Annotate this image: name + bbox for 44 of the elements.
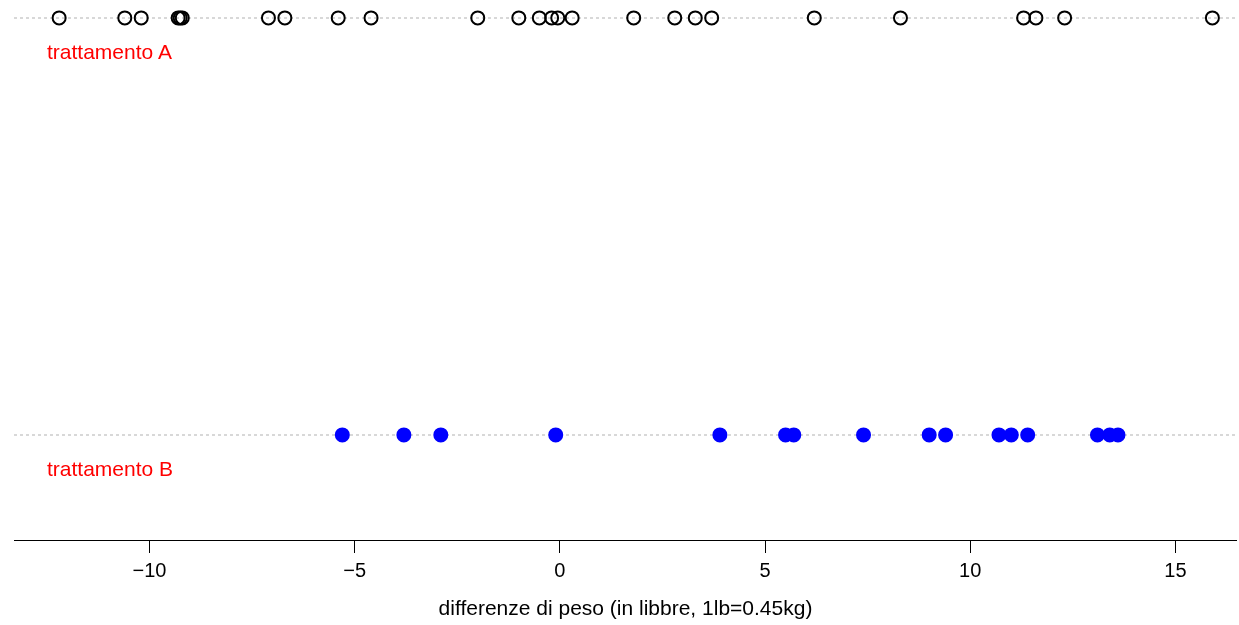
point (1028, 10, 1044, 26)
point (363, 10, 379, 26)
point (856, 427, 872, 443)
x-tick-label: −10 (132, 559, 167, 582)
point (712, 427, 728, 443)
point (544, 10, 560, 26)
x-tick-label: −5 (343, 559, 367, 582)
point (938, 427, 954, 443)
point (433, 427, 449, 443)
point (330, 10, 346, 26)
point (470, 10, 486, 26)
x-tick-label: 0 (554, 559, 566, 582)
x-tick-label: 5 (759, 559, 771, 582)
x-tick-label: 10 (959, 559, 982, 582)
point (892, 10, 908, 26)
point (1020, 427, 1036, 443)
point (548, 427, 564, 443)
point (1003, 427, 1019, 443)
point (626, 10, 642, 26)
point (1016, 10, 1032, 26)
x-tick-label: 15 (1164, 559, 1187, 582)
point (511, 10, 527, 26)
y-tick-label: trattamento B (47, 457, 174, 480)
point (334, 427, 350, 443)
point (277, 10, 293, 26)
point (564, 10, 580, 26)
point (991, 427, 1007, 443)
point (1204, 10, 1220, 26)
point (396, 427, 412, 443)
point (921, 427, 937, 443)
point (260, 10, 276, 26)
point (687, 10, 703, 26)
point (704, 10, 720, 26)
point (117, 10, 133, 26)
point (550, 10, 566, 26)
point (667, 10, 683, 26)
point (1057, 10, 1073, 26)
x-axis-title: differenze di peso (in libbre, 1lb=0.45kg) (438, 596, 813, 620)
point (1089, 427, 1105, 443)
point (133, 10, 149, 26)
point (806, 10, 822, 26)
point (531, 10, 547, 26)
point (51, 10, 67, 26)
y-tick-label: trattamento A (47, 40, 172, 63)
